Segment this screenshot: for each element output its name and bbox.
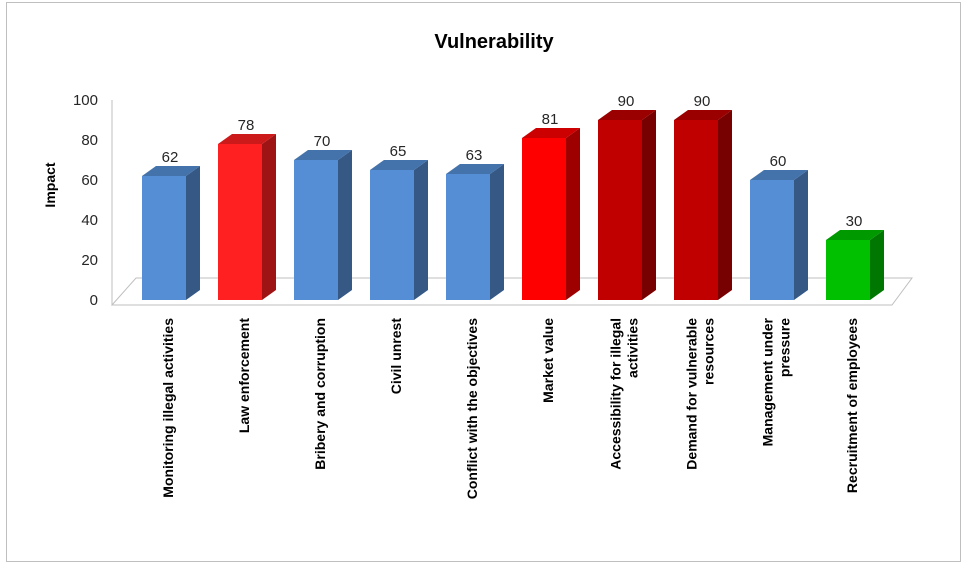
data-label: 81 — [542, 111, 559, 128]
bar-top — [674, 110, 732, 120]
bar-top — [294, 150, 352, 160]
x-category-label: Conflict with the objectives — [464, 318, 480, 499]
bar-front — [294, 160, 338, 300]
bar-side — [794, 170, 808, 300]
bar-side — [338, 150, 352, 300]
bar-top — [522, 128, 580, 138]
x-category-label: Civil unrest — [388, 318, 404, 395]
chart-title: Vulnerability — [434, 31, 554, 53]
bar-side — [718, 110, 732, 300]
x-category-label: Demand for vulnerable — [684, 318, 700, 470]
bar: 78 — [218, 117, 276, 300]
bar-side — [490, 164, 504, 300]
x-category-label: Recruitment of employees — [844, 318, 860, 493]
y-tick-label: 20 — [81, 252, 98, 269]
bar-top — [446, 164, 504, 174]
y-axis-label: Impact — [42, 162, 58, 207]
x-category-label: Bribery and corruption — [312, 318, 328, 470]
y-tick-label: 40 — [81, 212, 98, 229]
bar-side — [186, 166, 200, 300]
bar-top — [750, 170, 808, 180]
bar-front — [370, 170, 414, 300]
bar-top — [370, 160, 428, 170]
x-category-label: activities — [625, 318, 641, 378]
x-axis-labels: Monitoring illegal activities Law enforce… — [160, 317, 860, 499]
bar: 70 — [294, 133, 352, 300]
bar-top — [142, 166, 200, 176]
bar-front — [826, 240, 870, 300]
y-axis: 0 20 40 60 80 100 — [73, 92, 113, 309]
bar-top — [598, 110, 656, 120]
bar: 62 — [142, 149, 200, 300]
bar-front — [142, 176, 186, 300]
bar: 30 — [826, 213, 884, 300]
bar-top — [218, 134, 276, 144]
bar: 63 — [446, 147, 504, 300]
bar-front — [750, 180, 794, 300]
y-tick-label: 60 — [81, 172, 98, 189]
bar-side — [870, 230, 884, 300]
bar: 90 — [598, 93, 656, 300]
bar-front — [598, 120, 642, 300]
x-category-label: Accessibility for illegal — [608, 318, 624, 470]
x-category-label: Monitoring illegal activities — [160, 318, 176, 498]
y-tick-label: 0 — [90, 292, 98, 309]
x-category-label: pressure — [777, 318, 793, 377]
data-label: 60 — [770, 153, 787, 170]
bar-side — [262, 134, 276, 300]
data-label: 63 — [466, 147, 483, 164]
x-category-label: Law enforcement — [236, 318, 252, 433]
bar-side — [414, 160, 428, 300]
bar-front — [218, 144, 262, 300]
x-category-label: resources — [701, 318, 717, 385]
data-label: 70 — [314, 133, 331, 150]
bars-group: 62 78 70 65 63 81 90 90 60 30 — [142, 93, 884, 300]
bar: 60 — [750, 153, 808, 300]
data-label: 90 — [694, 93, 711, 110]
data-label: 30 — [846, 213, 863, 230]
bar: 90 — [674, 93, 732, 300]
x-category-label: Market value — [540, 318, 556, 403]
bar-front — [674, 120, 718, 300]
x-category-label: Management under — [760, 317, 776, 446]
data-label: 62 — [162, 149, 179, 166]
bar-side — [642, 110, 656, 300]
bar-side — [566, 128, 580, 300]
y-tick-label: 80 — [81, 132, 98, 149]
bar-top — [826, 230, 884, 240]
bar: 65 — [370, 143, 428, 300]
data-label: 90 — [618, 93, 635, 110]
data-label: 78 — [238, 117, 255, 134]
y-tick-label: 100 — [73, 92, 98, 109]
data-label: 65 — [390, 143, 407, 160]
bar-front — [446, 174, 490, 300]
bar-front — [522, 138, 566, 300]
bar: 81 — [522, 111, 580, 300]
